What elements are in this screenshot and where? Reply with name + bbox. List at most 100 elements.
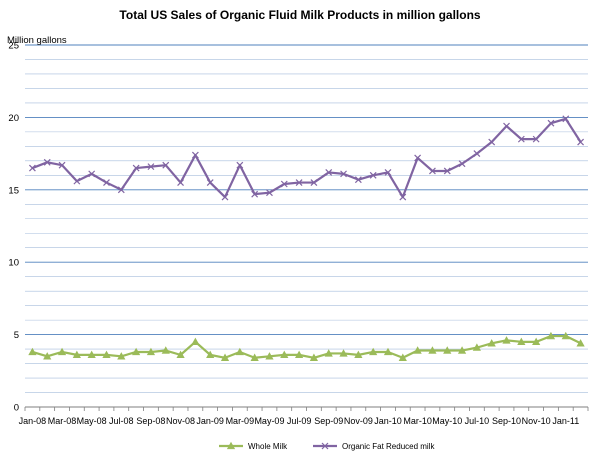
data-point [221,193,229,201]
x-marker-stroke [221,193,229,201]
x-marker-stroke [266,189,273,197]
data-point [43,352,52,360]
x-tick-label: Nov-09 [344,416,373,426]
data-point [561,331,570,340]
data-point [502,336,511,344]
y-tick-label: 5 [14,330,19,341]
data-point [532,337,541,346]
x-tick-label: Sep-10 [492,416,521,426]
x-marker-stroke [147,163,155,171]
data-point [576,339,585,347]
data-point [161,346,170,354]
data-point [206,350,215,359]
x-marker-stroke [73,177,81,185]
data-point [413,346,422,354]
data-point [354,176,362,184]
x-marker-stroke [354,176,362,184]
x-marker-stroke [103,179,110,186]
x-tick-label: Sep-08 [136,416,165,426]
data-point [457,346,467,354]
x-marker-stroke [132,164,140,172]
legend-item: Organic Fat Reduced milk [313,442,435,451]
data-point [280,180,288,188]
data-point [177,179,184,186]
data-point [117,186,125,194]
data-point [503,122,510,130]
data-point [176,350,185,359]
x-marker-stroke [414,154,422,162]
x-marker-stroke [251,190,259,198]
data-point [266,189,273,197]
data-point [443,346,452,354]
x-marker-stroke [458,160,466,168]
x-marker-stroke [577,138,585,146]
data-point [280,350,289,359]
x-marker-stroke [28,164,36,172]
data-point [547,119,555,127]
data-point [443,167,451,175]
data-point [339,349,348,357]
x-marker-stroke [503,122,510,130]
data-point [146,347,156,356]
data-point [546,331,556,340]
data-point [324,349,333,357]
data-point [250,353,259,361]
x-marker-stroke [43,158,51,166]
data-point [517,337,526,346]
x-marker-stroke [443,167,451,175]
data-point [562,115,570,123]
data-point [28,164,36,172]
data-point [369,171,377,179]
x-marker-stroke [562,115,570,123]
data-point [399,193,407,201]
data-point [162,161,170,169]
data-point [72,350,81,359]
x-marker-stroke [340,170,347,178]
x-tick-label: Sep-09 [314,416,343,426]
data-point [354,350,363,359]
x-marker-stroke [295,179,303,186]
x-marker-stroke [547,119,555,127]
data-point [206,179,214,186]
data-point [428,346,437,354]
data-point [73,177,81,185]
x-tick-label: Mar-08 [48,416,77,426]
data-point [517,135,525,143]
data-point [383,347,393,356]
x-marker-stroke [517,135,525,143]
x-marker-stroke [532,135,540,143]
data-point [369,347,378,356]
x-marker-stroke [162,161,170,169]
data-point [147,163,155,171]
y-tick-label: 10 [8,258,19,269]
data-point [43,158,51,166]
x-marker-stroke [117,186,125,194]
data-point [384,168,392,176]
chart-title: Total US Sales of Organic Fluid Milk Pro… [119,8,480,22]
x-marker-stroke [399,193,407,201]
legend: Whole Milk Organic Fat Reduced milk [219,441,435,451]
x-marker-stroke [310,179,318,186]
data-point [220,353,230,361]
data-point [309,353,319,361]
series-fat-reduced-milk [28,115,585,201]
data-point [577,138,585,146]
x-tick-label: Jan-11 [552,416,579,426]
data-point [294,350,304,359]
grid-layer [25,44,588,393]
data-point [473,150,481,158]
series-line [32,117,582,199]
data-point [235,347,244,356]
x-marker-stroke [236,161,244,169]
x-tick-label: Jan-08 [19,416,47,426]
x-marker-stroke [177,179,184,186]
x-marker-stroke [369,171,377,179]
data-point [87,350,96,359]
data-point [58,161,66,169]
data-point [429,167,436,175]
legend-marker [321,442,329,450]
data-point [132,347,141,356]
series-layer [28,115,585,361]
y-axis-label: Million gallons [7,35,67,46]
